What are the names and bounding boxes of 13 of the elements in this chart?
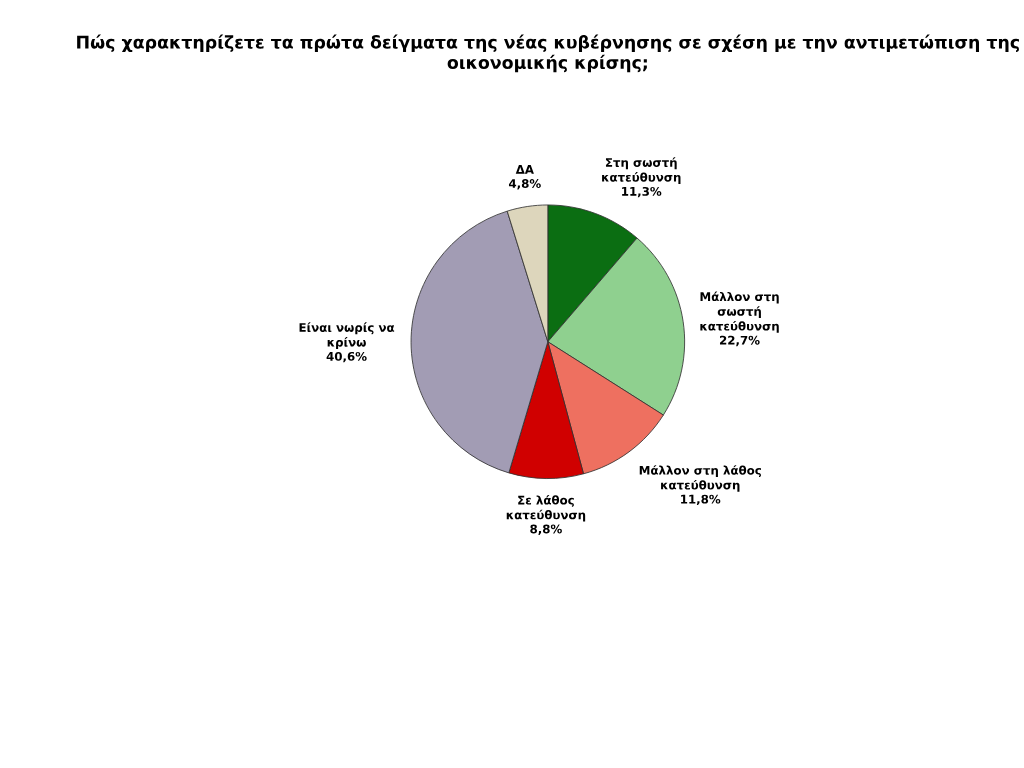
slice-label: Στη σωστή κατεύθυνση bbox=[602, 157, 681, 184]
slice-label: Είναι νωρίς να κρίνω bbox=[299, 322, 395, 349]
data-label: 11,8% bbox=[681, 494, 721, 506]
data-label: 22,7% bbox=[719, 335, 760, 347]
data-label: 40,6% bbox=[326, 351, 367, 363]
slice-label: Μάλλον στη σωστή κατεύθυνση bbox=[700, 291, 779, 333]
slice-label: Μάλλον στη λάθος κατεύθυνση bbox=[639, 465, 761, 492]
data-label: 11,3% bbox=[622, 186, 662, 198]
chart-title: Πώς χαρακτηρίζετε τα πρώτα δείγματα της νέας κυβέρνησης σε σχέση με την αντιμετώπιση της οικονομικής κρίσης; bbox=[77, 34, 1019, 73]
data-label: 8,8% bbox=[530, 524, 562, 535]
slice-label: Σε λάθος κατεύθυνση bbox=[506, 494, 586, 522]
data-label: 4,8% bbox=[508, 179, 541, 190]
slice-label: ΔΑ bbox=[515, 165, 534, 174]
